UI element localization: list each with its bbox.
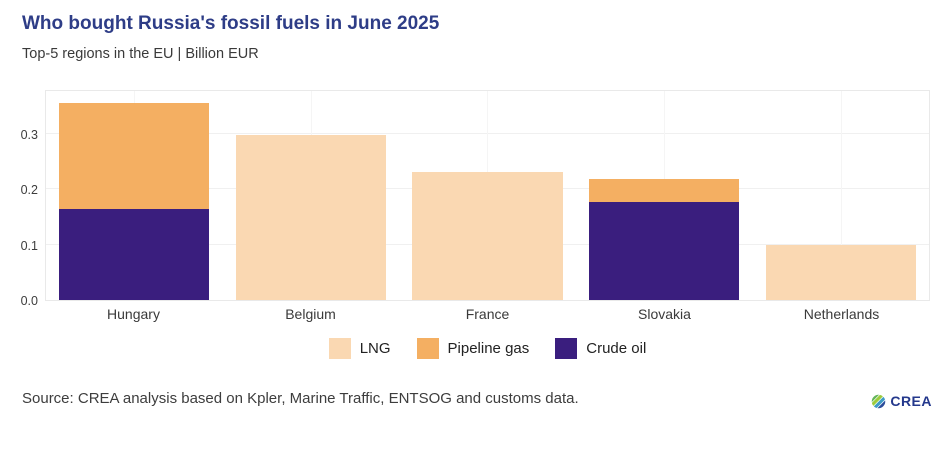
bar-segment-france-lng	[412, 171, 563, 300]
crea-logo-icon	[871, 393, 887, 409]
gridline-vertical-netherlands	[840, 91, 842, 300]
x-tick-label-slovakia: Slovakia	[638, 306, 691, 322]
x-tick-label-hungary: Hungary	[107, 306, 160, 322]
bar-france	[412, 171, 563, 300]
bar-slot-slovakia	[576, 91, 753, 300]
bar-netherlands	[765, 244, 916, 300]
bar-slots	[46, 91, 929, 300]
bar-segment-hungary-crude-oil	[59, 208, 210, 300]
y-tick-label-0.2: 0.2	[20, 183, 38, 198]
bar-slot-netherlands	[752, 91, 929, 300]
x-axis-labels: Hungary Belgium France Slovakia Netherlands	[45, 306, 930, 322]
bar-segment-slovakia-crude-oil	[589, 202, 740, 300]
bar-slot-hungary	[46, 91, 223, 300]
y-tick-label-0.1: 0.1	[20, 238, 38, 253]
bar-segment-netherlands-lng	[765, 244, 916, 300]
plot-area	[45, 90, 930, 301]
bar-segment-belgium-lng	[235, 135, 386, 300]
legend-swatch-pipeline-gas	[416, 338, 439, 359]
legend-item-crude-oil: Crude oil	[555, 338, 646, 359]
legend-swatch-crude-oil	[555, 338, 578, 359]
legend-label-lng: LNG	[359, 340, 391, 357]
crea-logo-text: CREA	[890, 393, 932, 409]
y-tick-label-0.3: 0.3	[20, 127, 38, 142]
y-tick-label-0.0: 0.0	[20, 294, 38, 308]
legend-label-crude-oil: Crude oil	[586, 340, 647, 357]
legend-item-pipeline-gas: Pipeline gas	[416, 338, 530, 359]
bar-segment-slovakia-pipeline-gas	[589, 178, 740, 203]
source-note: Source: CREA analysis based on Kpler, Ma…	[22, 390, 579, 407]
bar-slot-france	[399, 91, 576, 300]
legend-label-pipeline-gas: Pipeline gas	[447, 340, 530, 357]
bar-slovakia	[589, 178, 740, 300]
bar-segment-hungary-pipeline-gas	[59, 102, 210, 209]
legend: LNG Pipeline gas Crude oil	[45, 338, 930, 359]
x-tick-label-france: France	[465, 306, 510, 322]
legend-item-lng: LNG	[328, 338, 391, 359]
bar-belgium	[235, 135, 386, 300]
crea-logo: CREA	[871, 393, 932, 409]
chart-title: Who bought Russia's fossil fuels in June…	[22, 13, 440, 34]
bar-slot-belgium	[223, 91, 400, 300]
chart-subtitle: Top-5 regions in the EU | Billion EUR	[22, 46, 259, 62]
x-tick-label-belgium: Belgium	[285, 306, 336, 322]
bar-hungary	[59, 102, 210, 300]
x-tick-label-netherlands: Netherlands	[803, 306, 880, 322]
y-axis: 0.0 0.1 0.2 0.3	[0, 90, 38, 308]
legend-swatch-lng	[328, 338, 351, 359]
